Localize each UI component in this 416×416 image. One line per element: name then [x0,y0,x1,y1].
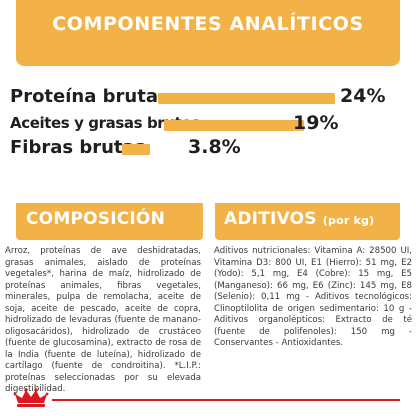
composition-title: COMPOSICIÓN [26,209,166,229]
value-bar [164,120,304,131]
value-bar [158,93,335,104]
row-value: 24% [340,85,386,107]
row-label: Proteína bruta [10,86,158,107]
additives-text: Aditivos nutricionales: Vitamina A: 2850… [214,246,412,348]
crown-icon [13,388,49,407]
footer-divider [52,399,400,401]
composition-text: Arroz, proteínas de ave deshidratadas, g… [5,246,201,394]
analytic-row-protein: Proteína bruta 24% [10,85,410,112]
additives-title: ADITIVOS [224,209,317,229]
additives-title-wrap: ADITIVOS (por kg) [224,209,374,229]
composition-header: COMPOSICIÓN [16,203,203,240]
analytic-row-fiber: Fibras brutas 3.8% [10,136,410,163]
analytic-header-panel: COMPONENTES ANALÍTICOS [16,0,400,66]
additives-title-suffix: (por kg) [322,214,375,227]
row-value: 3.8% [188,136,241,158]
row-value: 19% [293,112,339,134]
additives-header: ADITIVOS (por kg) [215,203,400,240]
analytic-row-fat: Aceites y grasas brutos 19% [10,112,410,139]
value-bar [122,144,150,155]
analytic-title: COMPONENTES ANALÍTICOS [52,13,364,35]
row-label: Aceites y grasas brutos [10,114,200,132]
row-label: Fibras brutas [10,137,146,158]
